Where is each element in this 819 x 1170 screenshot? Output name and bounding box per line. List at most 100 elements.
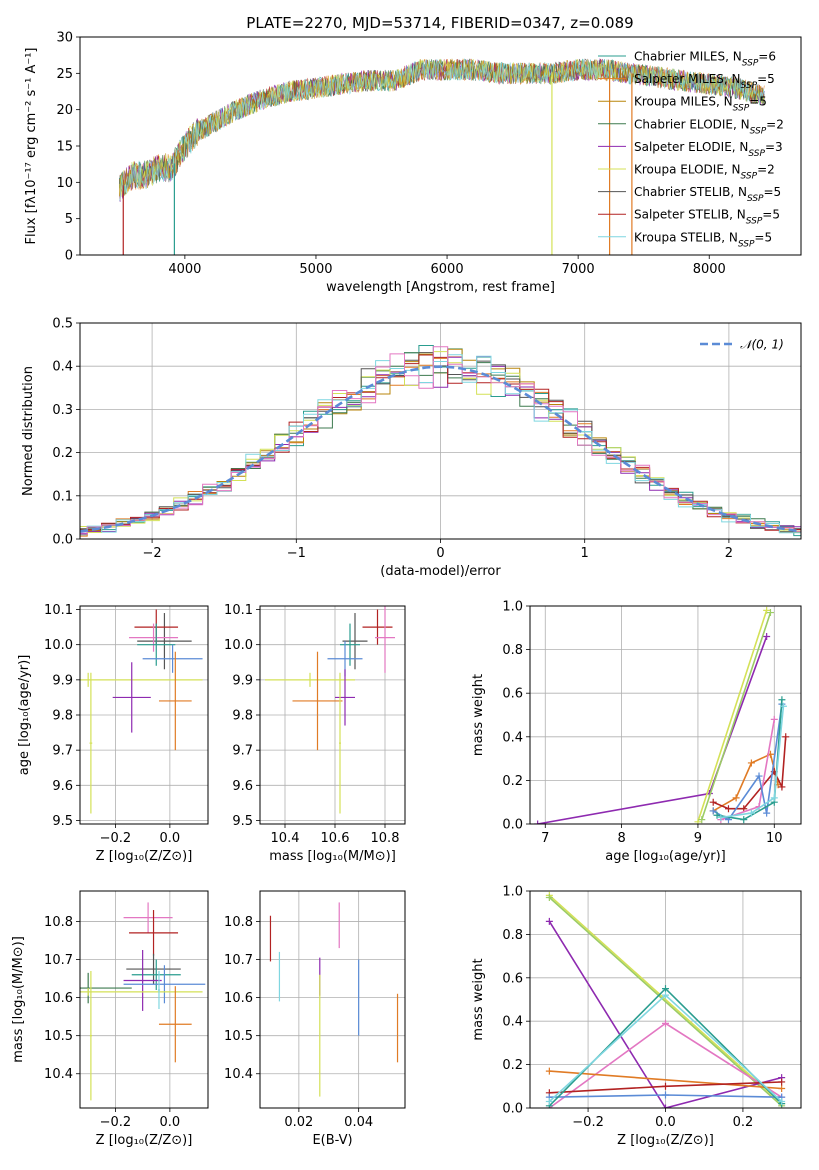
- axes-frame: [79, 36, 802, 256]
- plot-area: [265, 606, 395, 814]
- x-axis-label: wavelength [Angstrom, rest frame]: [326, 280, 555, 295]
- y-tick-label: 9.8: [52, 709, 73, 724]
- y-tick-label: 10.0: [44, 638, 73, 653]
- data-point: [80, 988, 203, 996]
- y-tick-label: 5: [65, 212, 73, 227]
- x-tick-label: 4000: [168, 262, 201, 277]
- data-marker: [709, 807, 717, 815]
- data-marker: [694, 818, 702, 824]
- series-line: [549, 1070, 782, 1090]
- axes-frame: [259, 890, 406, 1109]
- data-series: [713, 696, 786, 824]
- x-tick-label: 10.4: [271, 831, 300, 846]
- data-marker: [766, 609, 774, 617]
- y-tick-label: 9.7: [52, 744, 73, 759]
- legend-entry: 𝒩(0, 1): [740, 338, 784, 352]
- data-marker: [763, 809, 771, 817]
- data-point: [340, 623, 360, 666]
- panel-age-vs-mass: 10.4 10.6 10.8 9.5 9.6 9.7 9.8 9.9 10.0 10.1 mass …: [224, 603, 406, 864]
- y-tick-label: 30: [56, 31, 73, 46]
- x-tick-label: 7000: [562, 262, 595, 277]
- x-tick-label: 10.8: [371, 831, 400, 846]
- data-marker: [662, 1019, 669, 1027]
- axes-frame: [79, 890, 209, 1109]
- panel-mass-vs-Z: −0.2 0.0 10.4 10.5 10.6 10.7 10.8 Z [log₁₀(Z/Z⊙…: [11, 890, 209, 1148]
- data-marker: [778, 1084, 786, 1092]
- series-line: [720, 706, 785, 819]
- x-tick-label: 8: [617, 831, 625, 846]
- data-series: [545, 991, 786, 1105]
- data-marker: [698, 816, 706, 824]
- y-tick-label: 0.0: [502, 1102, 523, 1117]
- y-tick-label: 9.5: [52, 814, 73, 829]
- y-axis-label: Flux [fλ10⁻¹⁷ erg cm⁻² s⁻¹ A⁻¹]: [24, 48, 39, 245]
- x-tick-label: 0.0: [655, 1115, 676, 1130]
- y-tick-label: 0.0: [502, 818, 523, 833]
- data-series: [545, 1067, 786, 1092]
- y-tick-label: 10.7: [224, 953, 253, 968]
- y-tick-label: 0.4: [502, 1015, 523, 1030]
- data-point: [89, 672, 93, 814]
- plot-area: [534, 606, 790, 824]
- plot-area: [545, 891, 786, 1108]
- y-tick-label: 0.6: [502, 971, 523, 986]
- y-tick-label: 0.2: [52, 446, 73, 461]
- data-point: [123, 965, 206, 1004]
- data-marker: [662, 1082, 669, 1090]
- y-tick-label: 10.6: [224, 991, 253, 1006]
- data-marker: [763, 606, 771, 614]
- data-point: [375, 606, 395, 673]
- x-tick-label: 2: [725, 546, 733, 561]
- data-point: [342, 613, 368, 670]
- data-marker: [747, 759, 755, 767]
- x-tick-label: 8000: [693, 262, 726, 277]
- x-tick-label: 7: [541, 831, 549, 846]
- series-line: [548, 920, 782, 1108]
- y-tick-label: 10.4: [44, 1067, 73, 1082]
- plot-area: [80, 902, 206, 1101]
- y-axis-label: age [log₁₀(age/yr)]: [17, 655, 32, 776]
- data-marker: [545, 894, 553, 902]
- y-tick-label: 0.6: [502, 687, 523, 702]
- data-marker: [545, 1097, 553, 1105]
- y-tick-label: 10.1: [44, 603, 73, 618]
- data-point: [123, 902, 173, 933]
- data-point: [129, 910, 179, 956]
- x-tick-label: 0.02: [284, 1115, 313, 1130]
- x-axis-label: Z [log₁₀(Z/Z⊙)]: [96, 849, 193, 864]
- y-tick-label: 10.1: [224, 603, 253, 618]
- data-marker: [545, 917, 553, 925]
- y-tick-label: 10.7: [44, 953, 73, 968]
- data-point: [158, 651, 192, 751]
- x-tick-label: 0: [436, 546, 444, 561]
- data-point: [129, 623, 179, 652]
- data-marker: [534, 820, 542, 824]
- data-marker: [778, 696, 786, 704]
- data-marker: [717, 813, 725, 821]
- y-tick-label: 25: [56, 67, 73, 82]
- legend-entry: Chabrier ELODIE, NSSP=2: [634, 117, 784, 136]
- y-tick-label: 0.5: [52, 317, 73, 332]
- series-line: [701, 612, 772, 820]
- y-tick-label: 0.8: [502, 928, 523, 943]
- data-point: [123, 950, 162, 1011]
- data-point: [335, 669, 355, 726]
- series-line: [712, 736, 787, 810]
- axes-frame: [259, 605, 406, 825]
- x-tick-label: 0.2: [733, 1115, 754, 1130]
- data-point: [142, 644, 203, 673]
- data-marker: [545, 1067, 553, 1075]
- x-tick-label: −2: [143, 546, 162, 561]
- y-tick-label: 9.9: [232, 673, 253, 688]
- y-tick-label: 0.2: [502, 1058, 523, 1073]
- normal-curve: [80, 365, 801, 533]
- x-axis-label: age [log₁₀(age/yr)]: [605, 849, 726, 864]
- y-axis-label: Normed distribution: [21, 366, 36, 496]
- plot-area: [269, 902, 399, 1097]
- axes-frame: [79, 605, 209, 825]
- histogram-step: [80, 356, 801, 537]
- data-point: [157, 970, 161, 1010]
- data-marker: [770, 794, 778, 802]
- x-tick-label: 1: [581, 546, 589, 561]
